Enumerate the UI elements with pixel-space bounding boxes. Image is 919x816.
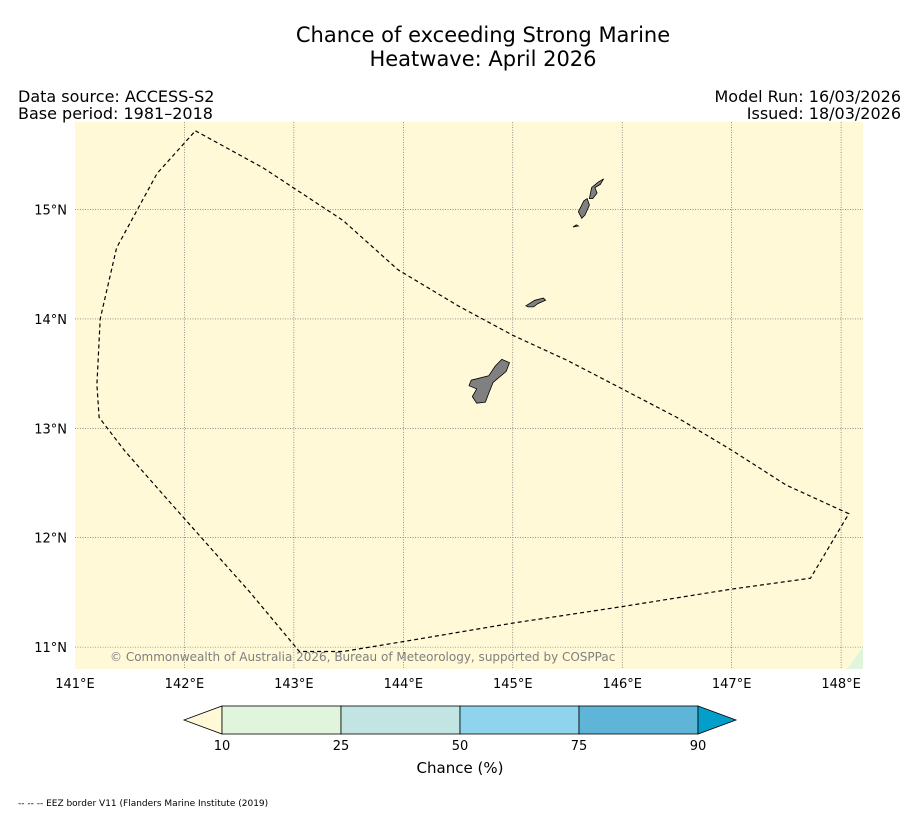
lon-tick-label: 146°E [602, 677, 642, 692]
island-rota [525, 297, 547, 308]
colorbar-extend-low [182, 705, 223, 735]
model-run-text: Model Run: 16/03/2026 [714, 87, 902, 106]
lon-tick-label: 143°E [274, 677, 314, 692]
colorbar-tick-label: 75 [571, 739, 588, 754]
lat-tick-label: 13°N [34, 422, 67, 437]
colorbar-bin [459, 705, 580, 735]
meta-left: Data source: ACCESS-S2 Base period: 1981… [18, 88, 214, 122]
colorbar-bin [340, 705, 461, 735]
lon-tick-label: 148°E [821, 677, 861, 692]
lat-tick-label: 15°N [34, 204, 67, 219]
island-tinian [577, 197, 590, 219]
map-background [75, 122, 863, 669]
meta-right: Model Run: 16/03/2026 Issued: 18/03/2026 [715, 88, 902, 122]
colorbar-extend-high [697, 705, 738, 735]
island-saipan [588, 178, 604, 199]
issued-text: Issued: 18/03/2026 [746, 104, 901, 123]
eez-footnote: -- -- -- EEZ border V11 (Flanders Marine… [18, 799, 269, 809]
probability-patch [847, 647, 863, 669]
base-period-text: Base period: 1981–2018 [18, 104, 213, 123]
colorbar-title: Chance (%) [417, 759, 504, 777]
island-guam [468, 358, 511, 404]
map-panel: 141°E 142°E 143°E 144°E 145°E 146°E 147°E 148°E… [34, 122, 863, 692]
title-line-1: Chance of exceeding Strong Marine [295, 23, 671, 47]
lon-tick-label: 144°E [384, 677, 424, 692]
lat-tick-label: 14°N [34, 313, 67, 328]
colorbar-tick-label: 90 [690, 739, 707, 754]
lon-tick-label: 142°E [165, 677, 205, 692]
colorbar-bin [221, 705, 342, 735]
copyright-text: © Commonwealth of Australia 2026, Bureau… [110, 650, 615, 664]
lat-tick-label: 11°N [34, 641, 67, 656]
colorbar-tick-label: 25 [333, 739, 350, 754]
colorbar-tick-label: 50 [452, 739, 469, 754]
lon-tick-label: 141°E [55, 677, 95, 692]
colorbar-tick-label: 10 [214, 739, 231, 754]
data-source-text: Data source: ACCESS-S2 [18, 87, 215, 106]
lon-tick-label: 145°E [493, 677, 533, 692]
island-aguijan [572, 224, 580, 228]
lat-tick-label: 12°N [34, 532, 67, 547]
colorbar-bin [578, 705, 699, 735]
title-line-2: Heatwave: April 2026 [369, 47, 597, 71]
map-title: Chance of exceeding Strong Marine Heatwa… [0, 23, 919, 71]
eez-border [96, 130, 850, 653]
lon-tick-label: 147°E [712, 677, 752, 692]
colorbar: 10 25 50 75 90 Chance (%) [182, 705, 738, 777]
